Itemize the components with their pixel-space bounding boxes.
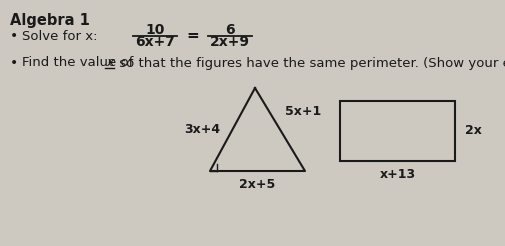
- Text: so that the figures have the same perimeter. (Show your equation.: so that the figures have the same perime…: [115, 57, 505, 70]
- Text: 3x+4: 3x+4: [184, 123, 220, 136]
- Text: •: •: [10, 56, 18, 70]
- Text: 10: 10: [145, 23, 164, 37]
- Text: 5x+1: 5x+1: [284, 105, 321, 118]
- Text: x+13: x+13: [379, 169, 415, 182]
- Text: 6x+7: 6x+7: [135, 35, 175, 49]
- Bar: [339, 101, 454, 161]
- Text: Solve for x:: Solve for x:: [22, 30, 97, 43]
- Text: x: x: [106, 57, 114, 70]
- Text: Algebra 1: Algebra 1: [10, 13, 90, 28]
- Text: =: =: [186, 29, 199, 44]
- Text: Find the value of: Find the value of: [22, 57, 137, 70]
- Text: 2x+9: 2x+9: [210, 35, 249, 49]
- Text: •: •: [10, 29, 18, 43]
- Text: 2x+5: 2x+5: [239, 179, 275, 191]
- Text: 6: 6: [225, 23, 234, 37]
- Text: 2x: 2x: [464, 124, 480, 138]
